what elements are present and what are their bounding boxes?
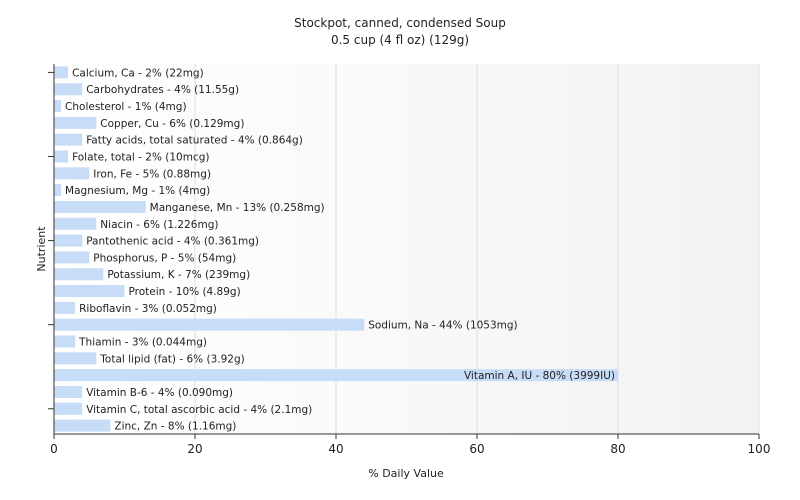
x-axis-ticks: 0 20 40 60 80 100: [50, 434, 770, 456]
bar: [54, 352, 97, 365]
bar: [54, 133, 83, 146]
y-axis-ticks: [48, 71, 54, 410]
bar-label: Niacin - 6% (1.226mg): [100, 219, 218, 231]
bar: [54, 83, 83, 96]
bars: [54, 66, 618, 432]
bar: [54, 200, 146, 213]
bar-label: Fatty acids, total saturated - 4% (0.864…: [86, 135, 303, 147]
bar: [54, 116, 97, 129]
bar-label: Vitamin A, IU - 80% (3999IU): [464, 370, 615, 382]
x-tick-label: 20: [187, 442, 202, 456]
bar-label: Copper, Cu - 6% (0.129mg): [100, 118, 244, 130]
bar-label: Magnesium, Mg - 1% (4mg): [65, 185, 210, 197]
x-tick-label: 0: [50, 442, 58, 456]
bar-label: Carbohydrates - 4% (11.55g): [86, 84, 239, 96]
bar: [54, 402, 83, 415]
x-tick-label: 100: [748, 442, 771, 456]
bar-label: Thiamin - 3% (0.044mg): [78, 337, 207, 349]
bar: [54, 318, 365, 331]
bar-label: Cholesterol - 1% (4mg): [65, 101, 187, 113]
bar-label: Riboflavin - 3% (0.052mg): [79, 303, 217, 315]
bar: [54, 167, 90, 180]
bar: [54, 234, 83, 247]
x-axis-title: % Daily Value: [368, 467, 444, 480]
bar-label: Total lipid (fat) - 6% (3.92g): [99, 353, 244, 365]
bar: [54, 369, 618, 382]
bar: [54, 66, 69, 79]
bar-label: Vitamin B-6 - 4% (0.090mg): [86, 387, 233, 399]
x-tick-label: 40: [328, 442, 343, 456]
bar: [54, 419, 111, 432]
x-tick-label: 60: [469, 442, 484, 456]
bar-label: Calcium, Ca - 2% (22mg): [72, 67, 204, 79]
bar-labels: Calcium, Ca - 2% (22mg) Carbohydrates - 4…: [65, 67, 615, 432]
bar: [54, 335, 76, 348]
bar-label: Zinc, Zn - 8% (1.16mg): [114, 421, 236, 433]
bar: [54, 184, 62, 197]
bar: [54, 301, 76, 314]
bar-label: Pantothenic acid - 4% (0.361mg): [86, 236, 259, 248]
bar-label: Phosphorus, P - 5% (54mg): [93, 252, 236, 264]
x-tick-label: 80: [610, 442, 625, 456]
bar: [54, 217, 97, 230]
bar-label: Protein - 10% (4.89g): [129, 286, 241, 298]
bar: [54, 385, 83, 398]
bar: [54, 268, 104, 281]
chart-title: Stockpot, canned, condensed Soup: [294, 16, 506, 30]
bar-label: Potassium, K - 7% (239mg): [107, 269, 250, 281]
chart-subtitle: 0.5 cup (4 fl oz) (129g): [331, 33, 469, 47]
y-axis-title: Nutrient: [35, 226, 48, 272]
bar-label: Sodium, Na - 44% (1053mg): [368, 320, 517, 332]
bar: [54, 150, 69, 163]
bar: [54, 100, 62, 113]
bar-label: Manganese, Mn - 13% (0.258mg): [150, 202, 325, 214]
bar-label: Folate, total - 2% (10mcg): [72, 152, 209, 164]
bar-label: Iron, Fe - 5% (0.88mg): [93, 168, 211, 180]
bar-label: Vitamin C, total ascorbic acid - 4% (2.1…: [86, 404, 312, 416]
bar: [54, 251, 90, 264]
bar: [54, 285, 125, 298]
